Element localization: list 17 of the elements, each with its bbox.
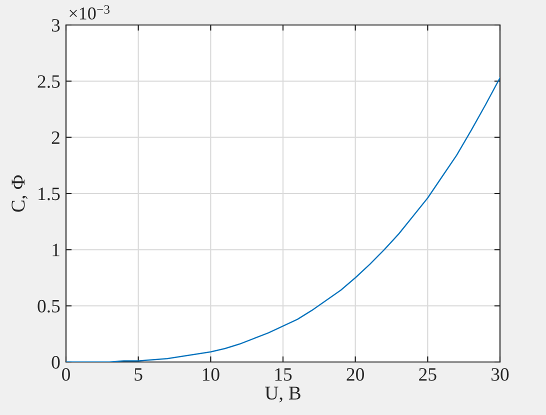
x-tick-label: 20 <box>346 368 364 381</box>
y-tick-label: 2 <box>52 131 60 144</box>
y-tick-label: 1.5 <box>38 188 60 200</box>
x-tick-label: 25 <box>419 368 436 381</box>
x-tick-label: 30 <box>492 368 509 381</box>
text: ×10$^{−3}$ <box>70 5 110 20</box>
y-tick-label: 3 <box>52 19 60 32</box>
x-tick-label: 5 <box>134 368 142 381</box>
y-axis-title: C, Ф <box>12 175 28 212</box>
x-tick-label: 10 <box>202 368 220 381</box>
y-tick-label: 2.5 <box>38 75 60 88</box>
x-tick-label: 0 <box>62 368 70 381</box>
x-tick-label: 15 <box>275 368 292 381</box>
y-tick-label: 0.5 <box>38 300 60 313</box>
x-axis-title: U, В <box>265 386 300 402</box>
y-tick-label: 0 <box>52 356 60 369</box>
y-tick-label: 1 <box>52 244 60 256</box>
